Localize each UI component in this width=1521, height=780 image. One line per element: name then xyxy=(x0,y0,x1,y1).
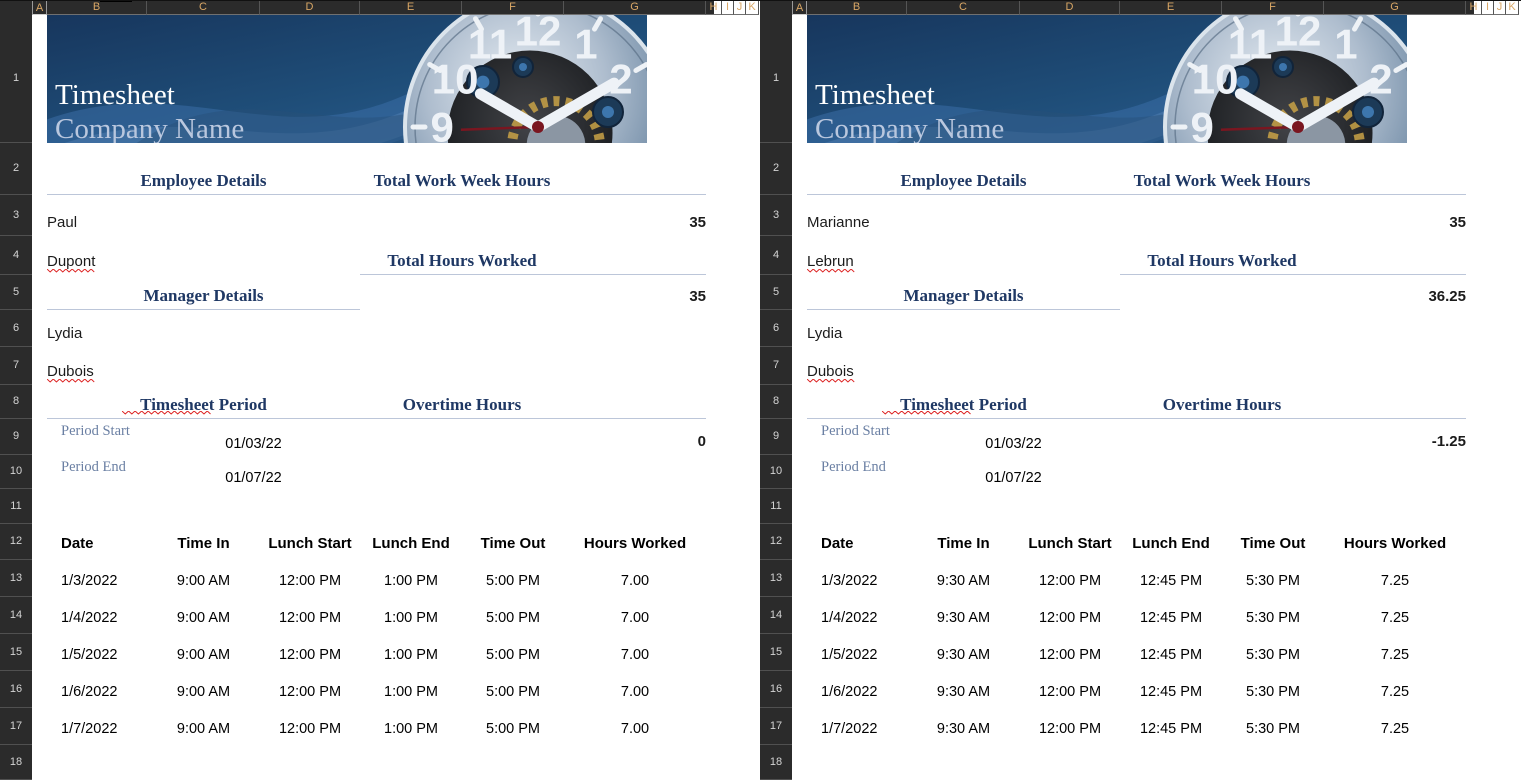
svg-text:1: 1 xyxy=(574,21,597,68)
svg-text:9: 9 xyxy=(1191,104,1214,144)
svg-text:12: 12 xyxy=(1275,15,1322,55)
svg-text:1: 1 xyxy=(1334,21,1357,68)
svg-text:11: 11 xyxy=(1228,21,1272,68)
svg-text:12: 12 xyxy=(515,15,562,55)
svg-text:9: 9 xyxy=(431,104,454,144)
svg-text:11: 11 xyxy=(468,21,512,68)
